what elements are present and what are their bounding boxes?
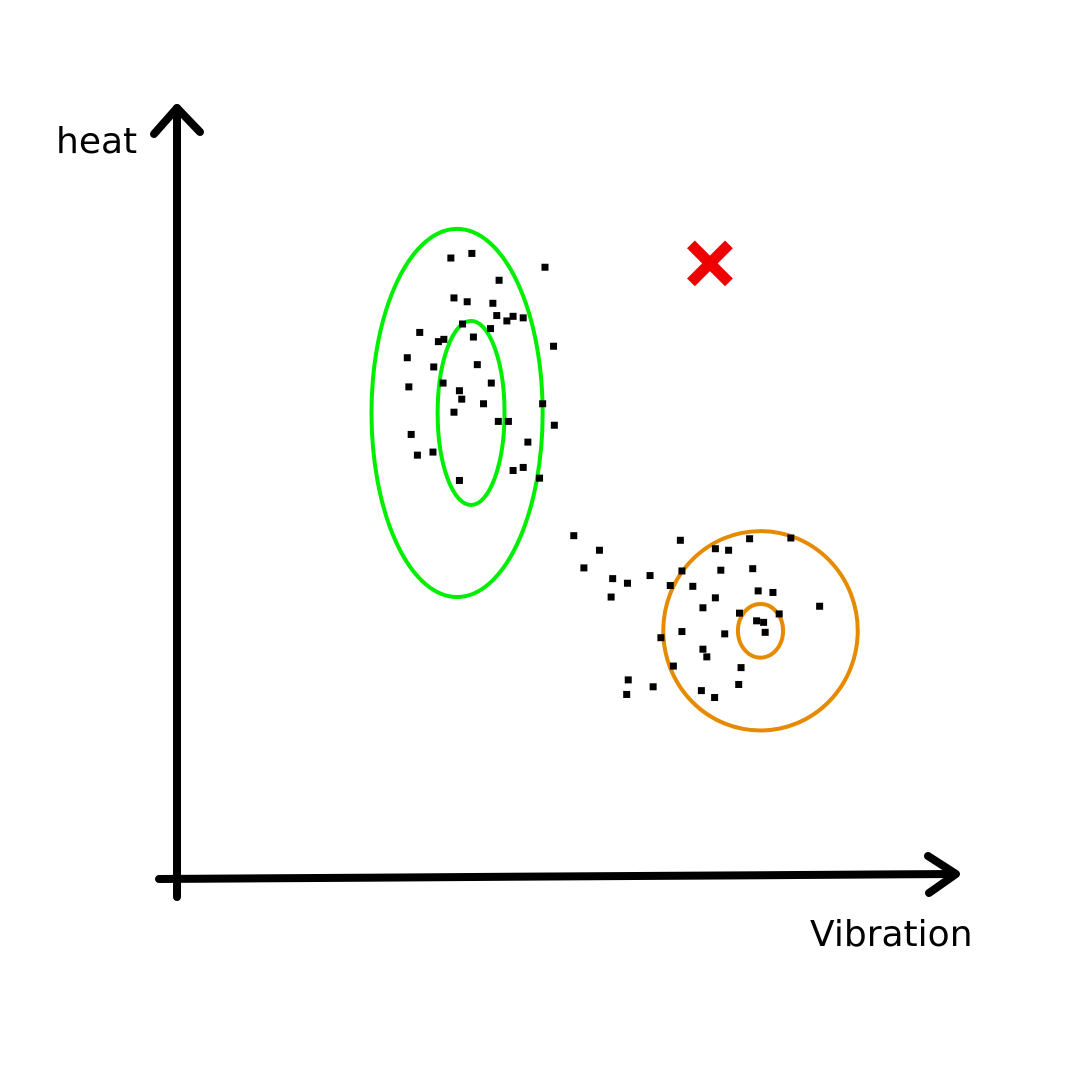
data-point xyxy=(753,617,761,625)
data-point xyxy=(487,325,495,333)
data-point xyxy=(749,565,757,573)
data-point xyxy=(494,417,502,425)
y-axis-label: heat xyxy=(56,121,137,162)
data-point xyxy=(787,534,795,542)
data-point xyxy=(725,546,733,554)
data-point xyxy=(489,299,497,307)
data-point xyxy=(769,588,777,596)
y-axis-arrowhead xyxy=(150,104,204,138)
data-point xyxy=(678,628,686,636)
contour-ellipse xyxy=(661,529,860,733)
data-point xyxy=(429,448,437,456)
data-point xyxy=(761,628,769,636)
data-point xyxy=(580,564,588,572)
contour-ellipse xyxy=(369,226,545,600)
data-point xyxy=(711,694,719,702)
contour-ellipse xyxy=(735,601,786,660)
data-point xyxy=(468,249,476,257)
data-point xyxy=(495,276,503,284)
data-point xyxy=(699,645,707,653)
data-point xyxy=(539,400,547,408)
data-point xyxy=(711,545,719,553)
contour-layer xyxy=(369,226,860,733)
data-point xyxy=(450,408,458,416)
data-point xyxy=(403,354,411,362)
data-point xyxy=(519,314,527,322)
data-point xyxy=(699,604,707,612)
data-point xyxy=(697,687,705,695)
data-point xyxy=(455,387,463,395)
x-axis-arrowhead xyxy=(924,852,960,897)
data-point xyxy=(509,466,517,474)
data-point xyxy=(623,579,631,587)
data-point xyxy=(657,634,665,642)
data-point xyxy=(666,582,674,590)
data-point xyxy=(775,610,783,618)
data-point xyxy=(595,546,603,554)
data-point xyxy=(493,312,501,320)
data-point xyxy=(669,662,677,670)
data-point xyxy=(703,653,711,661)
data-point xyxy=(735,609,743,617)
x-axis-label: Vibration xyxy=(810,914,973,955)
points-layer xyxy=(403,249,824,702)
data-point xyxy=(623,690,631,698)
data-point xyxy=(504,417,512,425)
data-point xyxy=(509,312,517,320)
data-point xyxy=(689,582,697,590)
data-point xyxy=(721,630,729,638)
data-point xyxy=(439,379,447,387)
data-point xyxy=(447,254,455,262)
data-point xyxy=(737,664,745,672)
data-point xyxy=(541,263,549,271)
data-point xyxy=(519,463,527,471)
data-point xyxy=(550,421,558,429)
data-point xyxy=(405,383,413,391)
data-point xyxy=(570,532,578,540)
data-point xyxy=(607,593,615,601)
data-point xyxy=(649,683,657,691)
data-point xyxy=(524,438,532,446)
x-axis-line xyxy=(155,870,959,883)
data-point xyxy=(746,535,754,543)
data-point xyxy=(455,476,463,484)
data-point xyxy=(717,566,725,574)
data-point xyxy=(407,430,415,438)
data-point xyxy=(487,379,495,387)
data-point xyxy=(458,395,466,403)
data-point xyxy=(646,572,654,580)
data-point xyxy=(440,335,448,343)
data-point xyxy=(676,536,684,544)
data-point xyxy=(678,567,686,575)
data-point xyxy=(760,618,768,626)
data-point xyxy=(473,361,481,369)
data-point xyxy=(735,680,743,688)
data-point xyxy=(609,575,617,583)
data-point xyxy=(754,587,762,595)
data-point xyxy=(416,328,424,336)
axes xyxy=(150,104,960,901)
anomaly-layer xyxy=(687,240,733,287)
anomaly-marker xyxy=(687,240,733,287)
data-point xyxy=(624,676,632,684)
data-point xyxy=(503,317,511,325)
data-point xyxy=(711,594,719,602)
data-point xyxy=(413,451,421,459)
data-point xyxy=(480,400,488,408)
contour-ellipse xyxy=(435,318,507,508)
data-point xyxy=(450,294,458,302)
data-point xyxy=(459,320,467,328)
data-point xyxy=(463,298,471,306)
data-point xyxy=(550,342,558,350)
data-point xyxy=(430,363,438,371)
data-point xyxy=(469,333,477,341)
data-point xyxy=(536,474,544,482)
data-point xyxy=(434,338,442,346)
data-point xyxy=(816,602,824,610)
